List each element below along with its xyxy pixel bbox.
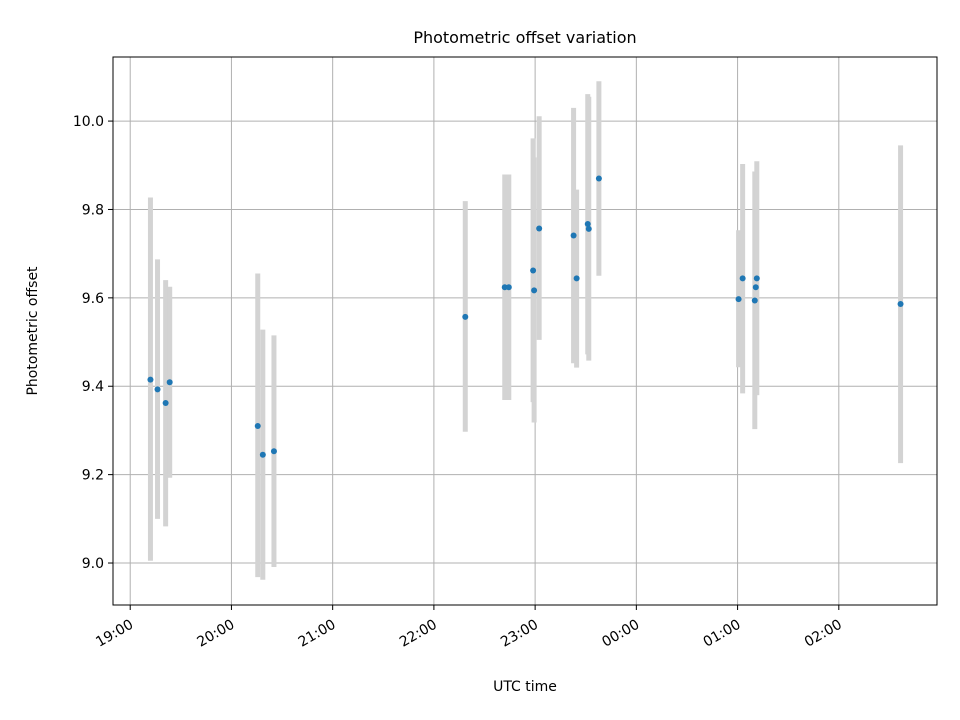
y-tick-label-2: 9.4	[82, 379, 104, 395]
y-tick-label-0: 9.0	[82, 556, 104, 572]
data-point-13	[570, 232, 577, 239]
data-point-22	[753, 275, 760, 282]
data-point-3	[166, 379, 173, 386]
y-tick-label-4: 9.8	[82, 202, 104, 218]
data-point-10	[530, 267, 537, 274]
x-axis-label: UTC time	[493, 679, 557, 695]
plot-area-frame	[112, 56, 938, 606]
data-point-0	[147, 376, 154, 383]
data-point-21	[752, 284, 759, 291]
chart-title: Photometric offset variation	[413, 28, 636, 47]
y-axis-ticks: 9.0 9.2 9.4 9.6 9.8 10.0	[73, 114, 113, 572]
data-point-2	[162, 400, 169, 407]
data-point-6	[270, 448, 277, 455]
data-point-20	[751, 297, 758, 304]
data-point-17	[595, 175, 602, 182]
data-point-7	[462, 313, 469, 320]
data-point-11	[531, 287, 538, 294]
data-points	[147, 175, 904, 458]
data-point-18	[735, 296, 742, 303]
data-point-16	[585, 225, 592, 232]
y-tick-label-3: 9.6	[82, 291, 104, 307]
data-point-12	[536, 225, 543, 232]
data-point-9	[505, 284, 512, 291]
data-point-1	[154, 386, 161, 393]
y-tick-label-1: 9.2	[82, 468, 104, 484]
data-point-14	[573, 275, 580, 282]
y-tick-label-5: 10.0	[73, 114, 104, 130]
data-point-5	[259, 451, 266, 458]
data-point-15	[584, 221, 591, 228]
y-axis-label: Photometric offset	[25, 266, 41, 396]
data-point-19	[739, 275, 746, 282]
data-point-23	[897, 301, 904, 308]
data-point-4	[254, 423, 261, 430]
